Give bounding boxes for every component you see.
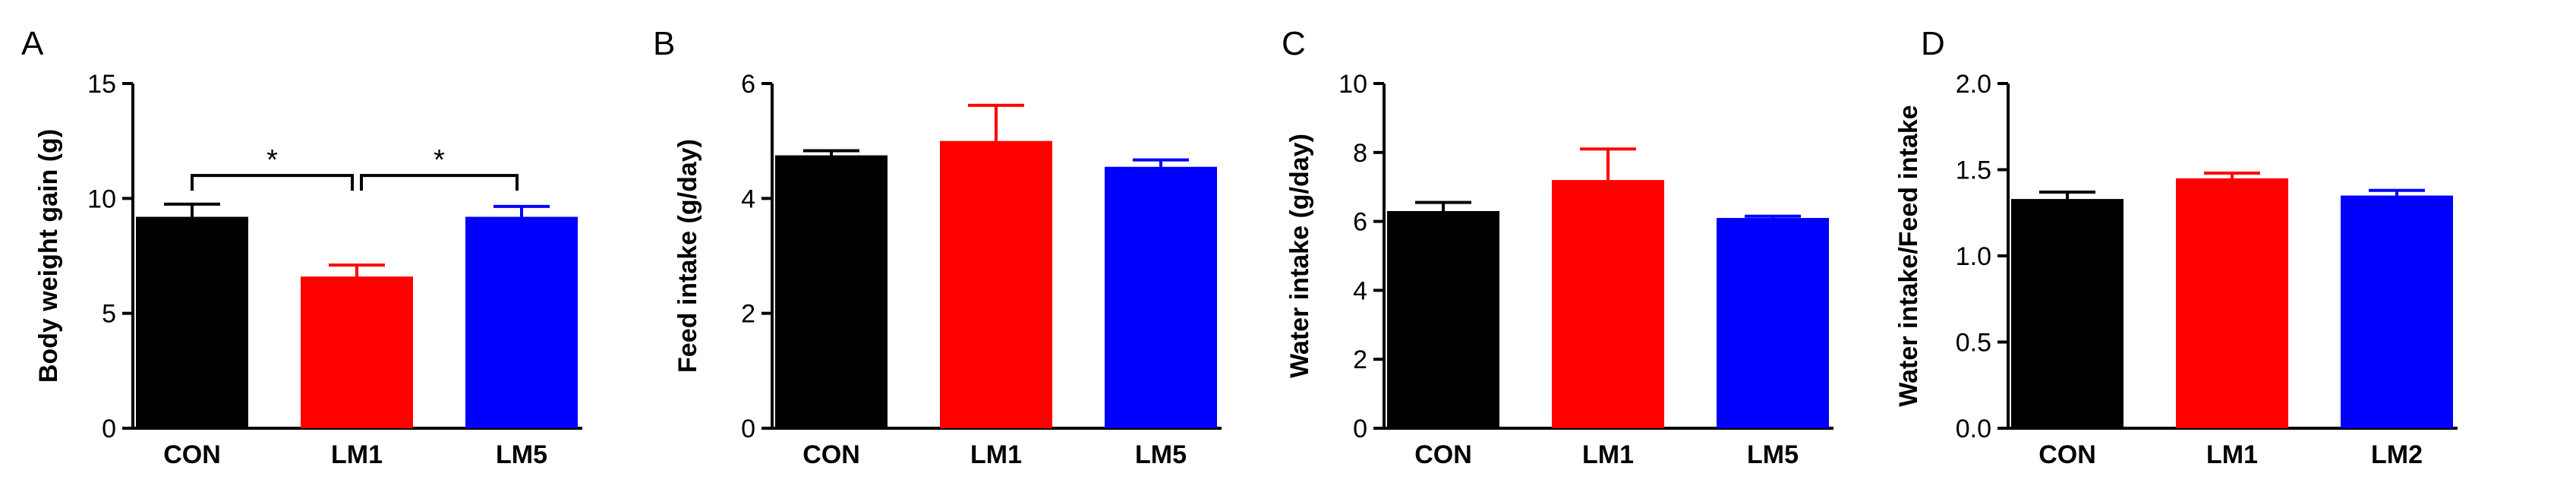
y-tick-label: 0 <box>1353 415 1367 443</box>
x-tick-label: LM5 <box>1135 440 1187 469</box>
y-tick-label: 10 <box>87 184 116 213</box>
y-tick-label: 1.0 <box>1956 242 1991 271</box>
bar-lm1 <box>2176 178 2288 428</box>
y-tick-label: 15 <box>87 70 116 99</box>
y-tick-label: 4 <box>1353 276 1367 305</box>
y-tick-label: 0 <box>741 415 755 443</box>
bar-lm5 <box>465 216 578 428</box>
x-tick-label: LM5 <box>1747 440 1799 469</box>
significance-star: * <box>434 144 445 176</box>
panel-letter-a: A <box>21 25 44 62</box>
panel-letter-c: C <box>1282 25 1306 62</box>
x-tick-label: LM2 <box>2371 440 2423 469</box>
bar-lm1 <box>940 140 1052 428</box>
bar-con <box>136 216 248 428</box>
y-tick-label: 8 <box>1353 139 1367 168</box>
x-tick-label: CON <box>802 440 860 469</box>
x-tick-label: LM1 <box>331 440 383 469</box>
y-axis-label: Feed intake (g/day) <box>673 139 702 373</box>
x-tick-label: LM5 <box>496 440 547 469</box>
y-tick-label: 0 <box>102 415 116 443</box>
y-tick-label: 6 <box>1353 208 1367 237</box>
bar-con <box>1387 210 1499 428</box>
panel-letter-b: B <box>653 25 675 62</box>
y-tick-label: 2.0 <box>1956 70 1991 99</box>
x-tick-label: LM1 <box>2206 440 2258 469</box>
significance-bracket <box>360 174 519 191</box>
x-tick-label: CON <box>2038 440 2096 469</box>
y-axis-label: Water intake/Feed intake <box>1894 105 1923 406</box>
x-tick-label: CON <box>1414 440 1472 469</box>
significance-bracket <box>191 174 354 191</box>
bar-lm1 <box>301 276 413 428</box>
bar-lm5 <box>1717 218 1829 428</box>
y-tick-label: 0.5 <box>1956 329 1991 358</box>
x-tick-label: LM1 <box>1582 440 1634 469</box>
bar-con <box>775 155 888 429</box>
bar-lm1 <box>1552 180 1664 428</box>
y-tick-label: 10 <box>1338 70 1367 99</box>
y-tick-label: 1.5 <box>1956 156 1991 185</box>
y-axis-label: Body weight gain (g) <box>34 129 63 383</box>
bar-lm2 <box>2341 195 2453 428</box>
y-tick-label: 4 <box>741 184 755 213</box>
significance-star: * <box>266 144 278 176</box>
bar-con <box>2011 199 2124 428</box>
x-tick-label: LM1 <box>970 440 1022 469</box>
y-tick-label: 2 <box>1353 345 1367 374</box>
y-tick-label: 5 <box>102 300 116 329</box>
bar-lm5 <box>1105 166 1217 428</box>
x-tick-label: CON <box>163 440 221 469</box>
y-tick-label: 2 <box>741 300 755 329</box>
y-axis-label: Water intake (g/day) <box>1285 134 1314 378</box>
panel-letter-d: D <box>1921 25 1945 62</box>
y-tick-label: 6 <box>741 70 755 99</box>
y-tick-label: 0.0 <box>1956 415 1991 443</box>
